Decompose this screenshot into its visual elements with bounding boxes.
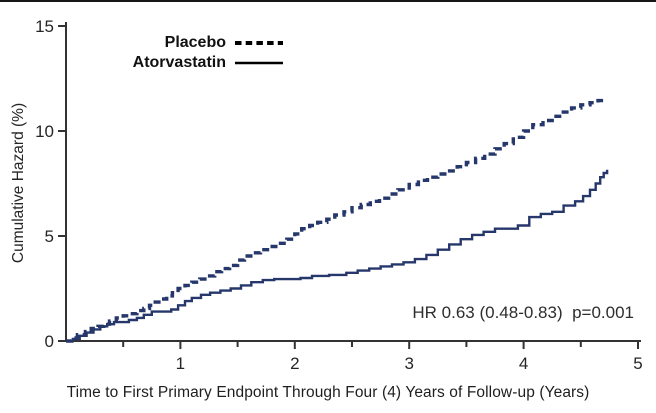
legend-label-placebo: Placebo — [164, 34, 226, 51]
x-axis-title: Time to First Primary Endpoint Through F… — [66, 384, 590, 401]
y-tick-label-5: 5 — [45, 227, 54, 246]
x-tick-label-2: 2 — [290, 354, 299, 373]
legend-label-atorvastatin: Atorvastatin — [132, 54, 226, 71]
legend-row-atorvastatin: Atorvastatin — [126, 53, 284, 73]
y-tick-label-10: 10 — [35, 122, 54, 141]
chart-legend: Placebo Atorvastatin — [126, 33, 284, 73]
x-tick-label-5: 5 — [633, 354, 642, 373]
figure-top-border — [0, 0, 656, 2]
solid-line-sample-icon — [234, 59, 284, 67]
y-tick-label-0: 0 — [45, 332, 54, 351]
dashed-line-sample-icon — [234, 39, 284, 47]
x-tick-label-4: 4 — [519, 354, 528, 373]
atorvastatin-curve — [66, 169, 609, 343]
y-tick-label-15: 15 — [35, 17, 54, 36]
placebo-curve — [66, 98, 608, 343]
hazard-ratio-annotation: HR 0.63 (0.48-0.83) p=0.001 — [412, 303, 634, 322]
y-axis-title: Cumulative Hazard (%) — [10, 102, 27, 264]
legend-row-placebo: Placebo — [126, 33, 284, 53]
x-tick-label-1: 1 — [176, 354, 185, 373]
x-tick-label-3: 3 — [404, 354, 413, 373]
